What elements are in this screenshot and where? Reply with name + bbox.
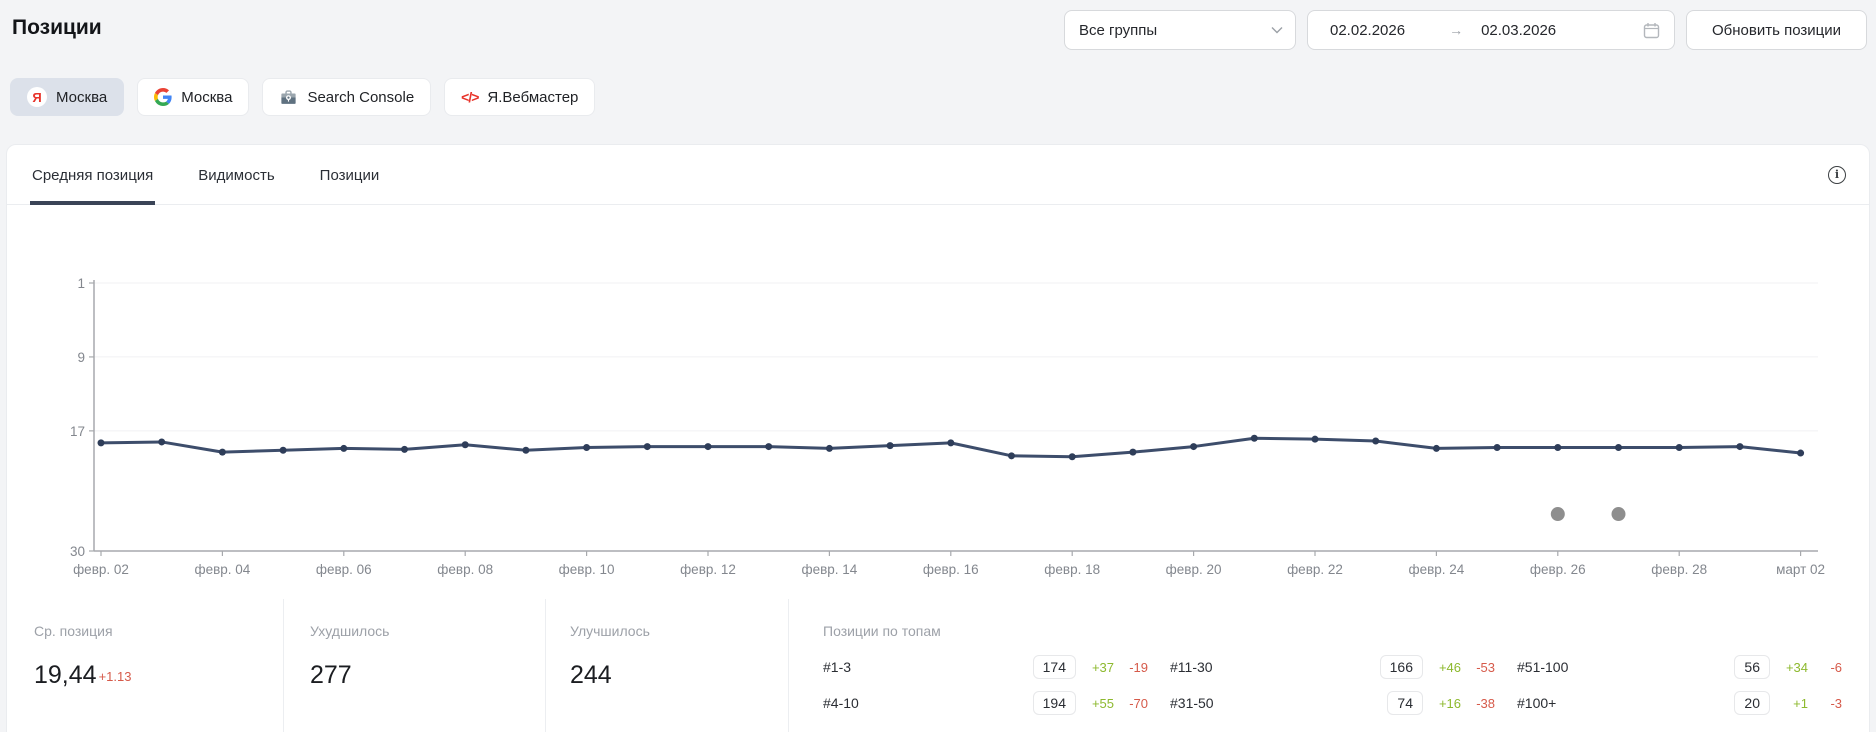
google-icon xyxy=(154,88,172,106)
search-engine-chips: Я Москва Москва Search Console </> Я.Веб… xyxy=(10,78,596,116)
top-delta-up: +55 xyxy=(1091,695,1114,711)
top-count[interactable]: 166 xyxy=(1379,655,1423,679)
top-range: #51-100 xyxy=(1517,659,1569,675)
svg-text:февр. 06: февр. 06 xyxy=(316,562,372,577)
stat-worsened: Ухудшилось 277 xyxy=(283,599,545,732)
info-icon[interactable]: i xyxy=(1828,165,1846,184)
top-cell-31-50: #31-50 74 +16 -38 xyxy=(1170,691,1495,715)
group-select-value: Все группы xyxy=(1079,21,1158,39)
date-to[interactable]: 02.03.2026 xyxy=(1481,21,1557,39)
top-delta-up: +16 xyxy=(1438,695,1461,711)
top-range: #1-3 xyxy=(823,659,852,675)
svg-text:февр. 26: февр. 26 xyxy=(1530,562,1586,577)
stat-value: 19,44 +1.13 xyxy=(34,661,132,689)
stat-value: 277 xyxy=(310,661,352,689)
top-delta-down: -53 xyxy=(1476,659,1495,675)
top-count[interactable]: 20 xyxy=(1734,691,1770,715)
stat-tops: Позиции по топам #1-3 174 +37 -19 #11-30… xyxy=(788,599,1869,732)
chip-search-console[interactable]: Search Console xyxy=(262,78,432,116)
tab-positions[interactable]: Позиции xyxy=(319,166,380,184)
top-cell-100plus: #100+ 20 +1 -3 xyxy=(1517,691,1842,715)
stat-label: Улучшилось xyxy=(570,623,650,639)
calendar-icon[interactable] xyxy=(1643,22,1660,39)
tab-visibility[interactable]: Видимость xyxy=(198,166,275,184)
top-delta-up: +1 xyxy=(1793,695,1808,711)
tops-title: Позиции по топам xyxy=(823,623,941,639)
svg-text:февр. 02: февр. 02 xyxy=(73,562,129,577)
top-delta-down: -3 xyxy=(1830,695,1842,711)
group-select[interactable]: Все группы xyxy=(1064,10,1296,50)
stat-average-position: Ср. позиция 19,44 +1.13 xyxy=(7,599,283,732)
top-delta-down: -70 xyxy=(1129,695,1148,711)
top-count[interactable]: 194 xyxy=(1032,691,1076,715)
svg-text:февр. 22: февр. 22 xyxy=(1287,562,1343,577)
top-delta-up: +37 xyxy=(1091,659,1114,675)
chip-yandex-webmaster[interactable]: </> Я.Вебмастер xyxy=(444,78,596,116)
tops-row: #4-10 194 +55 -70 #31-50 74 +16 -38 #100… xyxy=(823,691,1849,715)
svg-text:февр. 16: февр. 16 xyxy=(923,562,979,577)
stat-label: Ухудшилось xyxy=(310,623,390,639)
top-range: #4-10 xyxy=(823,695,859,711)
chevron-down-icon xyxy=(1271,27,1283,34)
svg-text:17: 17 xyxy=(70,424,85,439)
date-range-arrow: → xyxy=(1449,22,1464,38)
chip-yandex-moscow[interactable]: Я Москва xyxy=(10,78,125,116)
tops-row: #1-3 174 +37 -19 #11-30 166 +46 -53 #51-… xyxy=(823,655,1849,679)
svg-text:февр. 04: февр. 04 xyxy=(194,562,250,577)
date-from[interactable]: 02.02.2026 xyxy=(1330,21,1406,39)
svg-text:февр. 10: февр. 10 xyxy=(559,562,615,577)
yandex-webmaster-icon: </> xyxy=(461,89,479,105)
top-delta-down: -38 xyxy=(1476,695,1495,711)
search-console-icon xyxy=(281,89,297,104)
stats-strip: Ср. позиция 19,44 +1.13 Ухудшилось 277 Ул… xyxy=(7,599,1869,732)
top-count[interactable]: 56 xyxy=(1734,655,1770,679)
date-range-input[interactable]: 02.02.2026 → 02.03.2026 xyxy=(1307,10,1675,50)
top-range: #11-30 xyxy=(1170,659,1213,675)
svg-text:9: 9 xyxy=(77,350,85,365)
top-controls: Все группы 02.02.2026 → 02.03.2026 Обнов… xyxy=(1064,10,1867,50)
stat-value: 244 xyxy=(570,661,612,689)
top-delta-up: +34 xyxy=(1785,659,1808,675)
top-range: #100+ xyxy=(1517,695,1557,711)
top-delta-down: -19 xyxy=(1129,659,1148,675)
top-count[interactable]: 174 xyxy=(1032,655,1076,679)
average-position-chart: 1 9 17 30 февр. 02 февр. 04 февр. 06 февр. 08 фе… xyxy=(7,205,1869,599)
chip-google-moscow[interactable]: Москва xyxy=(137,78,250,116)
stat-improved: Улучшилось 244 xyxy=(545,599,788,732)
svg-text:февр. 18: февр. 18 xyxy=(1044,562,1100,577)
line-chart[interactable]: 1 9 17 30 февр. 02 февр. 04 февр. 06 февр. 08 фе… xyxy=(7,205,1871,599)
card-tabs: Средняя позиция Видимость Позиции i xyxy=(7,145,1869,205)
top-cell-1-3: #1-3 174 +37 -19 xyxy=(823,655,1148,679)
positions-summary-card: Средняя позиция Видимость Позиции i 1 9 17… xyxy=(6,144,1870,732)
stat-delta: +1.13 xyxy=(98,669,132,684)
tab-average-position[interactable]: Средняя позиция xyxy=(30,145,156,205)
svg-text:февр. 12: февр. 12 xyxy=(680,562,736,577)
yandex-icon: Я xyxy=(27,87,47,107)
svg-text:февр. 20: февр. 20 xyxy=(1166,562,1222,577)
svg-text:1: 1 xyxy=(77,276,85,291)
svg-text:февр. 28: февр. 28 xyxy=(1651,562,1707,577)
top-cell-4-10: #4-10 194 +55 -70 xyxy=(823,691,1148,715)
top-cell-51-100: #51-100 56 +34 -6 xyxy=(1517,655,1842,679)
top-delta-up: +46 xyxy=(1438,659,1461,675)
page-title: Позиции xyxy=(12,16,102,39)
svg-text:февр. 08: февр. 08 xyxy=(437,562,493,577)
top-range: #31-50 xyxy=(1170,695,1214,711)
top-count[interactable]: 74 xyxy=(1387,691,1423,715)
svg-text:30: 30 xyxy=(70,544,85,559)
refresh-positions-button[interactable]: Обновить позиции xyxy=(1686,10,1867,50)
svg-text:март 02: март 02 xyxy=(1776,562,1825,577)
top-delta-down: -6 xyxy=(1830,659,1842,675)
svg-text:февр. 14: февр. 14 xyxy=(801,562,857,577)
top-cell-11-30: #11-30 166 +46 -53 xyxy=(1170,655,1495,679)
svg-text:февр. 24: февр. 24 xyxy=(1408,562,1464,577)
stat-label: Ср. позиция xyxy=(34,623,113,639)
